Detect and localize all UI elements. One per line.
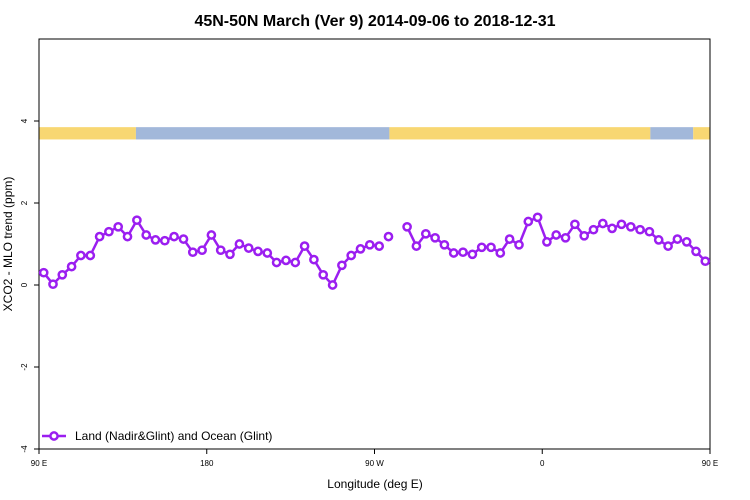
data-point <box>514 239 524 250</box>
data-point <box>234 239 245 249</box>
data-point <box>327 280 338 290</box>
data-point <box>299 241 310 251</box>
data-point <box>579 230 590 241</box>
data-point <box>458 247 468 258</box>
y-tick-label: 4 <box>20 118 29 123</box>
data-point <box>262 248 273 258</box>
strip-land <box>693 127 710 140</box>
strip-ocean <box>650 127 694 140</box>
data-point <box>122 231 133 242</box>
legend-label: Land (Nadir&Glint) and Ocean (Glint) <box>75 429 272 443</box>
data-point <box>551 230 562 240</box>
data-point <box>681 237 692 247</box>
x-axis-label: Longitude (deg E) <box>327 477 422 491</box>
data-point <box>616 219 627 230</box>
data-point <box>588 224 599 235</box>
data-point <box>374 241 385 251</box>
x-tick-label: 90 W <box>365 459 384 468</box>
data-point <box>448 248 459 258</box>
data-point <box>570 219 580 230</box>
data-point <box>635 224 645 235</box>
data-point <box>495 248 506 258</box>
strip-land <box>39 127 136 140</box>
data-point <box>113 221 124 232</box>
x-tick-label: 180 <box>200 459 214 468</box>
data-point <box>700 256 711 267</box>
data-point <box>532 212 543 223</box>
data-point <box>318 269 329 280</box>
data-point <box>625 221 636 232</box>
data-point <box>420 228 431 239</box>
strip-ocean <box>135 127 390 140</box>
data-point <box>309 254 319 265</box>
data-point <box>150 235 161 245</box>
data-point <box>85 250 96 261</box>
land-ocean-strip <box>39 127 710 140</box>
data-point <box>290 257 301 268</box>
data-point <box>439 239 450 250</box>
data-point <box>653 235 664 245</box>
data-point <box>57 269 68 280</box>
y-tick-label: 2 <box>20 200 29 205</box>
y-axis-label: XCO2 - MLO trend (ppm) <box>1 177 15 312</box>
data-point <box>542 237 552 247</box>
legend: Land (Nadir&Glint) and Ocean (Glint) <box>42 429 272 443</box>
data-point <box>430 232 440 243</box>
data-point <box>337 260 347 271</box>
data-point <box>504 234 515 244</box>
legend-marker <box>49 431 59 441</box>
data-point <box>476 242 487 253</box>
data-point <box>159 235 170 246</box>
data-point <box>560 232 571 243</box>
x-tick-label: 90 E <box>702 459 718 468</box>
y-tick-label: -4 <box>20 445 29 453</box>
data-point <box>355 244 366 254</box>
y-tick-label: -2 <box>20 363 29 371</box>
data-point <box>672 234 683 244</box>
data-point <box>141 230 152 240</box>
data-point <box>691 246 701 257</box>
chart-title: 45N-50N March (Ver 9) 2014-09-06 to 2018… <box>194 13 555 30</box>
data-point <box>607 223 617 234</box>
data-point <box>104 226 114 237</box>
data-point <box>467 249 478 260</box>
x-axis: 90 E 180 90 W 0 90 E <box>31 449 718 468</box>
data-point <box>281 255 291 266</box>
data-point <box>523 216 534 227</box>
data-point <box>383 231 394 242</box>
data-point <box>169 231 179 242</box>
data-point <box>206 230 217 240</box>
data-point <box>364 239 375 250</box>
data-point <box>644 226 655 237</box>
data-point <box>48 279 58 290</box>
data-point <box>243 243 254 253</box>
data-point <box>346 250 357 261</box>
data-point <box>94 231 105 242</box>
data-point <box>253 246 263 257</box>
data-point <box>38 267 49 278</box>
data-point <box>402 221 412 232</box>
data-point <box>225 249 235 260</box>
series-land-ocean <box>38 212 711 290</box>
data-point <box>132 215 142 226</box>
data-point <box>66 261 77 272</box>
data-point <box>197 245 207 256</box>
strip-land <box>389 127 651 140</box>
data-point <box>178 234 189 244</box>
data-point <box>76 250 86 261</box>
data-point <box>271 257 282 268</box>
y-axis: -4 -2 0 2 4 <box>20 118 39 453</box>
x-tick-label: 0 <box>540 459 545 468</box>
x-tick-label: 90 E <box>31 459 47 468</box>
data-point <box>486 242 496 253</box>
data-point <box>215 245 226 256</box>
data-point <box>411 241 422 251</box>
data-point <box>597 218 608 229</box>
data-point <box>187 247 198 258</box>
data-point <box>663 241 673 251</box>
y-tick-label: 0 <box>20 282 29 287</box>
